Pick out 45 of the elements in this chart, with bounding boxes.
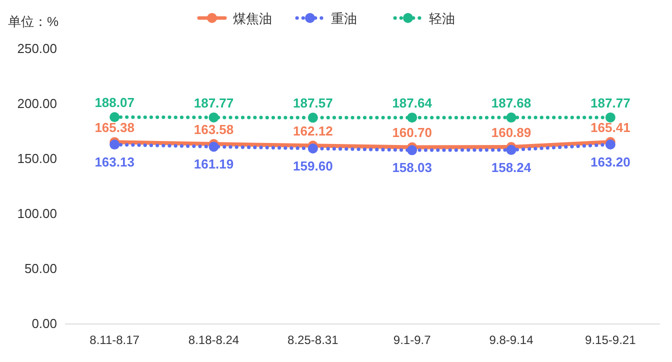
data-label: 160.70: [392, 125, 432, 140]
legend-label: 煤焦油: [233, 11, 272, 26]
data-label: 165.38: [94, 120, 134, 136]
point: [208, 142, 219, 152]
point: [308, 112, 318, 123]
data-label: 163.58: [194, 122, 234, 138]
legend-label: 重油: [331, 11, 357, 26]
point: [208, 112, 219, 122]
point: [110, 140, 120, 150]
y-tick-label: 200.00: [17, 96, 57, 111]
data-label: 188.07: [94, 95, 134, 110]
data-label: 187.77: [590, 95, 630, 110]
point: [506, 144, 516, 155]
point: [407, 145, 418, 156]
data-label: 162.12: [293, 124, 333, 139]
point: [506, 112, 516, 123]
data-label: 163.13: [94, 154, 134, 170]
data-label: 163.20: [590, 154, 630, 170]
data-label: 165.41: [590, 120, 630, 136]
x-tick-label: 8.11-8.17: [90, 333, 140, 347]
data-label: 158.24: [491, 160, 532, 175]
data-label: 187.68: [491, 96, 532, 111]
data-label: 161.19: [194, 156, 234, 172]
y-tick-label: 250.00: [17, 41, 57, 56]
data-label: 158.03: [392, 160, 432, 176]
legend-label: 轻油: [429, 11, 455, 26]
x-tick-label: 8.18-8.24: [188, 333, 240, 347]
point: [407, 112, 418, 123]
data-label: 187.57: [293, 96, 333, 111]
x-tick-label: 9.15-9.21: [585, 333, 636, 347]
data-label: 160.89: [491, 125, 532, 140]
point: [110, 112, 120, 122]
data-label: 159.60: [293, 158, 333, 174]
x-tick-label: 9.8-9.14: [489, 333, 534, 347]
x-tick-label: 9.1-9.7: [393, 333, 432, 347]
data-label: 187.77: [194, 95, 234, 110]
y-tick-label: 150.00: [17, 151, 57, 166]
y-axis-title: 单位：%: [8, 14, 59, 29]
y-tick-label: 50.00: [24, 261, 57, 276]
x-tick-label: 8.25-8.31: [288, 333, 339, 347]
y-tick-label: 0.00: [32, 316, 57, 331]
data-label: 187.64: [392, 96, 433, 111]
point: [308, 143, 318, 154]
point: [605, 112, 616, 122]
y-tick-label: 100.00: [17, 206, 57, 221]
